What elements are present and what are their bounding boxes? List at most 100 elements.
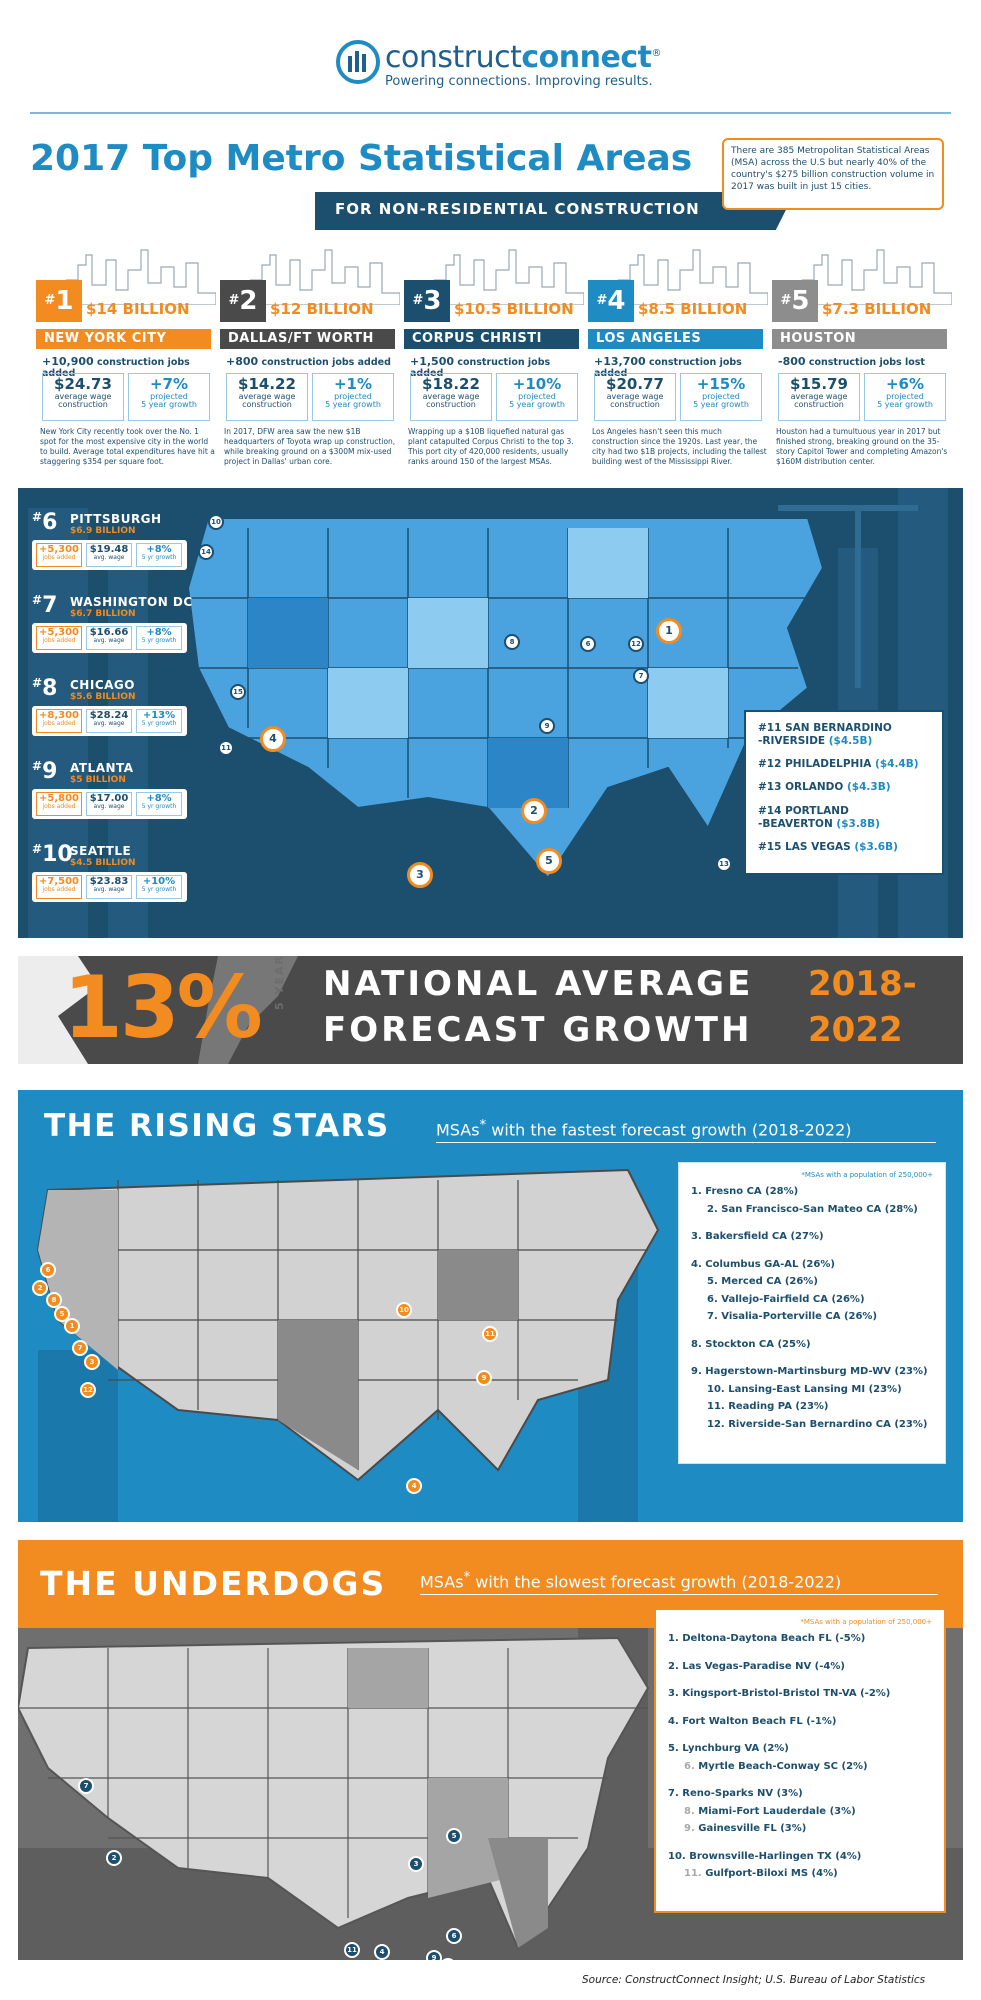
- map-marker: 2: [32, 1280, 48, 1296]
- list-item: 10. Lansing-East Lansing MI (23%): [691, 1381, 933, 1399]
- map-marker: 11: [482, 1326, 498, 1342]
- underdogs-title: THE UNDERDOGS: [40, 1564, 387, 1603]
- city-label: #11 SAN BERNARDINO -RIVERSIDE: [758, 722, 892, 748]
- city-stats: +5,800 jobs added $17.00 avg. wage +8% 5 yr g…: [32, 789, 187, 819]
- list-item: 2. Las Vegas-Paradise NV (-4%): [668, 1658, 932, 1676]
- list-item: 5. Merced CA (26%): [691, 1273, 933, 1291]
- list-item: 6. Vallejo-Fairfield CA (26%): [691, 1291, 933, 1309]
- growth-label: projected: [702, 391, 740, 401]
- wage-label: average wage: [790, 391, 848, 401]
- wage-stat: $17.00 avg. wage: [86, 792, 132, 816]
- jobs-value: +5,800: [38, 793, 79, 804]
- jobs-label: jobs added: [42, 720, 76, 727]
- wage-label: construction: [242, 400, 292, 410]
- skyline-icon: [250, 249, 400, 305]
- list-text: Fort Walton Beach FL (-1%): [682, 1715, 837, 1727]
- list-rank: 2.: [668, 1660, 679, 1672]
- list-text: Gainesville FL (3%): [698, 1823, 807, 1834]
- construction-amount: ($4.3B): [846, 781, 891, 794]
- list-text: Hagerstown-Martinsburg MD-WV (23%): [705, 1366, 928, 1377]
- list-text: Myrtle Beach-Conway SC (2%): [698, 1760, 868, 1772]
- jobs-value: +8,300: [38, 710, 79, 721]
- map-marker: 12: [80, 1382, 96, 1398]
- skyline-icon: [66, 249, 216, 305]
- map-marker: 12: [628, 636, 644, 652]
- growth-stat: +10% 5 yr growth: [136, 875, 182, 899]
- city-name: HOUSTON: [772, 329, 947, 349]
- rank-number: 9: [42, 759, 58, 784]
- construction-amount: ($3.6B): [854, 840, 898, 853]
- ranked-city-small: #12 PHILADELPHIA ($4.4B): [758, 758, 930, 771]
- growth-value: +8%: [146, 627, 172, 638]
- wage-stat: $16.66 avg. wage: [86, 626, 132, 650]
- rank-badge: #8: [32, 676, 58, 701]
- list-text: Stockton CA (25%): [705, 1338, 811, 1350]
- jobs-label: jobs added: [42, 637, 76, 644]
- list-rank: 2.: [707, 1203, 718, 1215]
- ranked-city-small: #11 SAN BERNARDINO -RIVERSIDE ($4.5B): [758, 722, 930, 748]
- growth-stat: +8% 5 yr growth: [136, 543, 182, 567]
- wage-value: $28.24: [89, 710, 129, 721]
- map-marker: 11: [344, 1942, 360, 1958]
- map-marker: 10: [208, 514, 224, 530]
- list-rank: 7.: [668, 1788, 679, 1799]
- metro-description: In 2017, DFW area saw the new $1B headqu…: [224, 427, 396, 467]
- population-note: *MSAs with a population of 250,000+: [800, 1618, 932, 1626]
- growth-label: 5 year growth: [693, 400, 749, 410]
- map-marker: 4: [260, 726, 286, 752]
- growth-label: 5 yr growth: [141, 720, 177, 727]
- national-average-band: 13% 5 YEAR NATIONAL AVERAGE FORECAST GRO…: [18, 956, 963, 1064]
- band-years-end: 2022: [808, 1010, 903, 1050]
- jobs-value: +7,500: [38, 876, 79, 887]
- list-rank: 1.: [668, 1633, 679, 1644]
- growth-value: +15%: [696, 375, 746, 393]
- construction-amount: ($4.5B): [828, 735, 873, 748]
- wage-label: avg. wage: [93, 803, 125, 810]
- wage-stat: $19.48 avg. wage: [86, 543, 132, 567]
- band-years-start: 2018-: [808, 964, 917, 1004]
- wage-stat: $15.79 average wage construction: [778, 373, 860, 421]
- construction-amount: $14 BILLION: [86, 300, 190, 318]
- rank-number: 7: [42, 593, 58, 618]
- wage-stat: $14.22 average wage construction: [226, 373, 308, 421]
- map-marker: 1: [656, 618, 682, 644]
- list-rank: 4.: [691, 1258, 702, 1270]
- wage-stat: $18.22 average wage construction: [410, 373, 492, 421]
- map-marker: 9: [539, 718, 555, 734]
- city-name: DALLAS/FT WORTH: [220, 329, 395, 349]
- city-name: ATLANTA: [70, 761, 134, 775]
- construction-amount: $10.5 BILLION: [454, 300, 574, 318]
- map-marker: 3: [408, 1856, 424, 1872]
- rising-stars-title: THE RISING STARS: [44, 1108, 390, 1144]
- jobs-sign: +: [226, 355, 236, 368]
- list-rank: 9.: [684, 1823, 695, 1834]
- list-text: Lansing-East Lansing MI (23%): [728, 1383, 902, 1395]
- rank-number: 6: [42, 510, 58, 535]
- growth-label: 5 yr growth: [141, 886, 177, 893]
- skyline-icon: [618, 249, 768, 305]
- jobs-label: construction jobs added: [261, 357, 391, 368]
- growth-value: +8%: [146, 793, 172, 804]
- list-item: 1. Deltona-Daytona Beach FL (-5%): [668, 1630, 932, 1648]
- growth-label: projected: [518, 391, 556, 401]
- wage-label: avg. wage: [93, 720, 125, 727]
- map-marker: 8: [504, 634, 520, 650]
- growth-label: 5 yr growth: [141, 803, 177, 810]
- underdogs-list: *MSAs with a population of 250,000+ 1. D…: [654, 1608, 946, 1913]
- growth-stat: +8% 5 yr growth: [136, 626, 182, 650]
- city-stats: +7,500 jobs added $23.83 avg. wage +10% 5 yr …: [32, 872, 187, 902]
- list-item: 4. Fort Walton Beach FL (-1%): [668, 1713, 932, 1731]
- list-text: Fresno CA (28%): [705, 1186, 799, 1197]
- rising-stars-subtitle: MSAs* with the fastest forecast growth (…: [436, 1118, 852, 1140]
- page-subtitle: FOR NON-RESIDENTIAL CONSTRUCTION: [335, 200, 700, 218]
- map-marker: 6: [40, 1262, 56, 1278]
- jobs-label: jobs added: [42, 554, 76, 561]
- construction-amount: ($4.4B): [875, 758, 919, 771]
- rank-number: 5: [791, 286, 810, 316]
- list-rank: 11.: [707, 1401, 725, 1412]
- growth-value: +6%: [885, 375, 925, 393]
- city-name: NEW YORK CITY: [36, 329, 211, 349]
- rank-badge: #9: [32, 759, 58, 784]
- rising-divider: [436, 1142, 936, 1143]
- list-rank: 7.: [707, 1311, 718, 1322]
